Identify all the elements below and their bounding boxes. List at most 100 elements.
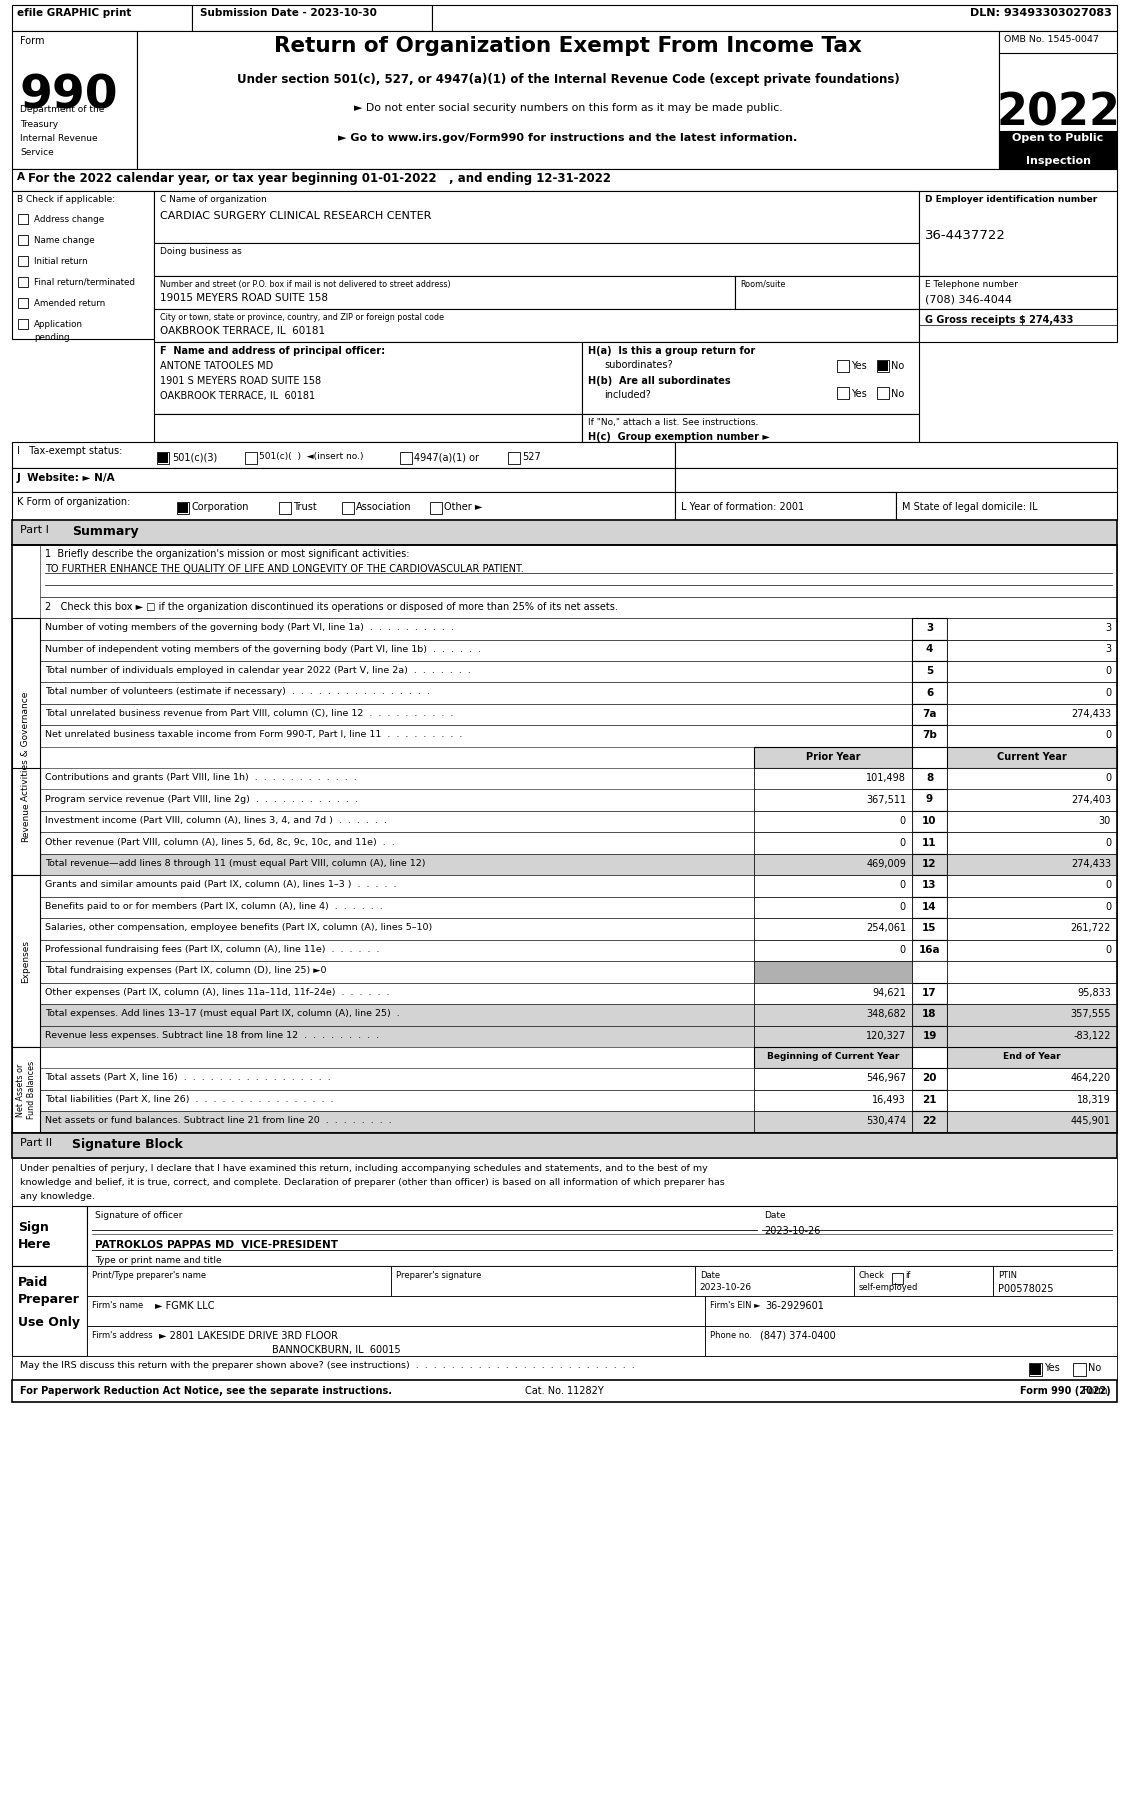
Text: H(b)  Are all subordinates: H(b) Are all subordinates bbox=[588, 375, 730, 386]
Bar bbox=[912, 940, 947, 961]
Text: For Paperwork Reduction Act Notice, see the separate instructions.: For Paperwork Reduction Act Notice, see … bbox=[20, 1386, 392, 1397]
Bar bbox=[912, 1068, 947, 1090]
Bar bbox=[912, 833, 947, 854]
Bar bbox=[12, 1134, 1117, 1157]
Bar bbox=[704, 1326, 1117, 1357]
Text: 445,901: 445,901 bbox=[1071, 1116, 1111, 1126]
Text: 19015 MEYERS ROAD SUITE 158: 19015 MEYERS ROAD SUITE 158 bbox=[160, 294, 329, 303]
Bar bbox=[877, 386, 889, 399]
Bar bbox=[855, 1266, 994, 1295]
Bar bbox=[18, 278, 28, 287]
Text: Total assets (Part X, line 16)  .  .  .  .  .  .  .  .  .  .  .  .  .  .  .  .  : Total assets (Part X, line 16) . . . . .… bbox=[45, 1074, 331, 1083]
Bar bbox=[754, 833, 912, 854]
Bar bbox=[912, 660, 947, 682]
Bar bbox=[40, 1068, 754, 1090]
Bar bbox=[919, 190, 1117, 276]
Text: Revenue: Revenue bbox=[21, 802, 30, 842]
Bar bbox=[947, 682, 1117, 704]
Bar bbox=[919, 276, 1117, 308]
Bar bbox=[12, 767, 40, 876]
Text: Professional fundraising fees (Part IX, column (A), line 11e)  .  .  .  .  .  .: Professional fundraising fees (Part IX, … bbox=[45, 945, 379, 954]
Bar bbox=[878, 361, 889, 372]
Text: 15: 15 bbox=[922, 923, 937, 934]
Text: 20: 20 bbox=[922, 1074, 937, 1083]
Text: 274,403: 274,403 bbox=[1071, 795, 1111, 804]
Text: K Form of organization:: K Form of organization: bbox=[17, 497, 130, 506]
Text: 0: 0 bbox=[1105, 688, 1111, 698]
Text: subordinates?: subordinates? bbox=[604, 359, 673, 370]
Bar bbox=[947, 833, 1117, 854]
Text: 4947(a)(1) or: 4947(a)(1) or bbox=[414, 452, 479, 463]
Text: B Check if applicable:: B Check if applicable: bbox=[17, 194, 115, 203]
Text: Beginning of Current Year: Beginning of Current Year bbox=[767, 1052, 899, 1061]
Text: Preparer: Preparer bbox=[18, 1293, 80, 1306]
Bar bbox=[837, 386, 849, 399]
Bar bbox=[704, 1295, 1117, 1326]
Bar bbox=[40, 682, 912, 704]
Text: 19: 19 bbox=[922, 1030, 937, 1041]
Text: 18,319: 18,319 bbox=[1077, 1096, 1111, 1105]
Text: E Telephone number: E Telephone number bbox=[925, 279, 1018, 288]
Text: Paid: Paid bbox=[18, 1275, 49, 1290]
Text: ► FGMK LLC: ► FGMK LLC bbox=[155, 1301, 215, 1312]
Bar bbox=[391, 1266, 694, 1295]
Text: 0: 0 bbox=[900, 880, 905, 891]
Bar bbox=[12, 492, 675, 521]
Bar bbox=[40, 854, 754, 876]
Bar bbox=[18, 319, 28, 328]
Text: 17: 17 bbox=[922, 989, 937, 998]
Text: TO FURTHER ENHANCE THE QUALITY OF LIFE AND LONGEVITY OF THE CARDIOVASCULAR PATIE: TO FURTHER ENHANCE THE QUALITY OF LIFE A… bbox=[45, 564, 524, 573]
Bar bbox=[508, 452, 520, 464]
Bar bbox=[912, 1090, 947, 1112]
Text: BANNOCKBURN, IL  60015: BANNOCKBURN, IL 60015 bbox=[272, 1344, 401, 1355]
Text: J  Website: ► N/A: J Website: ► N/A bbox=[17, 473, 115, 483]
Bar bbox=[40, 811, 754, 833]
Bar bbox=[12, 1357, 1117, 1380]
Bar bbox=[947, 1005, 1117, 1027]
Text: Date: Date bbox=[764, 1212, 786, 1221]
Text: Treasury: Treasury bbox=[20, 120, 58, 129]
Bar bbox=[754, 747, 912, 767]
Text: 3: 3 bbox=[926, 622, 934, 633]
Text: efile GRAPHIC print: efile GRAPHIC print bbox=[17, 7, 131, 18]
Bar bbox=[40, 983, 754, 1005]
Text: 120,327: 120,327 bbox=[866, 1030, 905, 1041]
Bar bbox=[12, 190, 154, 339]
Text: 14: 14 bbox=[922, 902, 937, 912]
Text: Yes: Yes bbox=[851, 361, 867, 372]
Text: Total expenses. Add lines 13–17 (must equal Part IX, column (A), line 25)  .: Total expenses. Add lines 13–17 (must eq… bbox=[45, 1010, 400, 1018]
Text: P00578025: P00578025 bbox=[998, 1284, 1053, 1293]
Text: Open to Public: Open to Public bbox=[1013, 132, 1104, 143]
Text: 10: 10 bbox=[922, 816, 937, 825]
Text: Program service revenue (Part VIII, line 2g)  .  .  .  .  .  .  .  .  .  .  .  .: Program service revenue (Part VIII, line… bbox=[45, 795, 358, 804]
Bar bbox=[947, 767, 1117, 789]
Text: Prior Year: Prior Year bbox=[806, 753, 860, 762]
Bar bbox=[877, 359, 889, 372]
Bar bbox=[919, 308, 1117, 343]
Bar bbox=[754, 1005, 912, 1027]
Text: 0: 0 bbox=[1105, 945, 1111, 954]
Text: 530,474: 530,474 bbox=[866, 1116, 905, 1126]
Text: 3: 3 bbox=[1105, 622, 1111, 633]
Text: Benefits paid to or for members (Part IX, column (A), line 4)  .  .  .  .  .  .: Benefits paid to or for members (Part IX… bbox=[45, 902, 383, 911]
Bar bbox=[999, 31, 1117, 169]
Bar bbox=[12, 521, 1117, 544]
Text: 0: 0 bbox=[1105, 902, 1111, 912]
Text: 21: 21 bbox=[922, 1096, 937, 1105]
Text: Doing business as: Doing business as bbox=[160, 247, 242, 256]
Text: 0: 0 bbox=[1105, 773, 1111, 784]
Text: Yes: Yes bbox=[1044, 1362, 1060, 1373]
Bar bbox=[912, 704, 947, 726]
Text: Internal Revenue: Internal Revenue bbox=[20, 134, 97, 143]
Text: 5: 5 bbox=[926, 666, 934, 677]
Text: -83,122: -83,122 bbox=[1074, 1030, 1111, 1041]
Text: 348,682: 348,682 bbox=[866, 1010, 905, 1019]
Bar bbox=[947, 747, 1117, 767]
Bar bbox=[896, 492, 1117, 521]
Text: Number and street (or P.O. box if mail is not delivered to street address): Number and street (or P.O. box if mail i… bbox=[160, 279, 450, 288]
Bar bbox=[12, 1380, 1117, 1402]
Bar bbox=[40, 597, 1117, 619]
Text: Firm's name: Firm's name bbox=[91, 1301, 143, 1310]
Bar bbox=[87, 1295, 704, 1326]
Bar bbox=[583, 414, 919, 443]
